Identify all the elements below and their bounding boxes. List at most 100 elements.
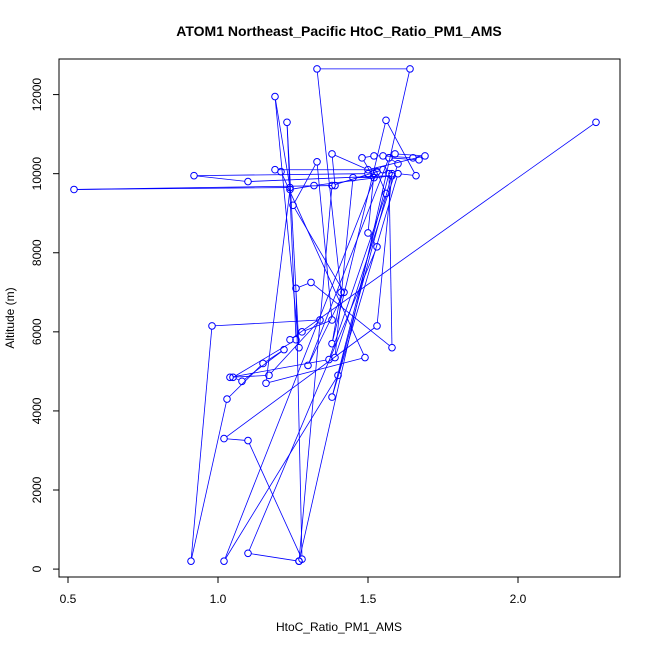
series-segment bbox=[233, 375, 266, 378]
data-point bbox=[292, 335, 300, 344]
data-point bbox=[259, 359, 267, 368]
series-segment bbox=[299, 72, 410, 559]
y-tick-label: 0 bbox=[30, 565, 44, 572]
y-tick-label: 6000 bbox=[30, 318, 44, 345]
data-point bbox=[328, 339, 336, 348]
y-tick-label: 8000 bbox=[30, 239, 44, 266]
x-tick-label: 0.5 bbox=[60, 592, 77, 606]
chart-title: ATOM1 Northeast_Pacific HtoC_Ratio_PM1_A… bbox=[176, 23, 501, 39]
y-axis-label: Altitude (m) bbox=[3, 287, 17, 348]
data-point bbox=[304, 361, 312, 370]
data-point bbox=[385, 154, 393, 162]
series-segment bbox=[235, 378, 240, 381]
data-point bbox=[286, 183, 294, 192]
series-segment bbox=[316, 165, 333, 317]
series-segment bbox=[398, 153, 422, 157]
data-point bbox=[361, 353, 369, 362]
series-segment bbox=[197, 175, 245, 182]
series-segment bbox=[248, 249, 377, 551]
data-point bbox=[421, 152, 429, 160]
series-segment bbox=[332, 295, 341, 341]
y-tick-label: 10000 bbox=[30, 157, 44, 191]
series-segment bbox=[334, 154, 366, 169]
x-tick-label: 1.5 bbox=[360, 592, 377, 606]
data-point bbox=[220, 434, 228, 443]
data-point bbox=[262, 379, 270, 388]
data-point bbox=[364, 169, 372, 178]
series-segment bbox=[308, 160, 389, 363]
series-segment bbox=[275, 99, 290, 185]
y-tick-label: 4000 bbox=[30, 397, 44, 424]
data-point bbox=[349, 173, 357, 182]
data-point bbox=[313, 65, 321, 73]
series-segment bbox=[293, 185, 311, 190]
data-point bbox=[286, 335, 294, 344]
series-segment bbox=[225, 377, 337, 559]
data-point bbox=[358, 154, 366, 162]
data-point bbox=[364, 165, 372, 174]
data-point bbox=[295, 343, 303, 352]
series-segment bbox=[367, 176, 375, 230]
data-point bbox=[328, 393, 336, 401]
x-axis-label: HtoC_Ratio_PM1_AMS bbox=[276, 620, 402, 634]
data-point bbox=[292, 284, 300, 293]
x-tick-label: 2.0 bbox=[510, 592, 527, 606]
series-segment bbox=[298, 283, 309, 288]
series-segment bbox=[249, 443, 301, 557]
data-point bbox=[364, 229, 372, 237]
data-point bbox=[226, 373, 234, 382]
data-point bbox=[190, 171, 198, 180]
data-point bbox=[331, 181, 339, 190]
series-layer bbox=[70, 65, 600, 565]
data-point bbox=[244, 549, 252, 558]
series-segment bbox=[329, 196, 386, 357]
data-point bbox=[271, 92, 279, 101]
data-point bbox=[382, 116, 390, 125]
series-segment bbox=[235, 341, 294, 376]
data-point bbox=[295, 557, 303, 565]
series-segment bbox=[295, 291, 303, 556]
data-point bbox=[223, 395, 231, 403]
data-point bbox=[238, 377, 246, 386]
data-point bbox=[415, 156, 423, 164]
data-point bbox=[340, 288, 348, 297]
series-segment bbox=[191, 402, 227, 559]
series-segment bbox=[387, 123, 415, 173]
series-segment bbox=[391, 159, 396, 163]
data-point bbox=[373, 322, 381, 330]
series-segment bbox=[365, 156, 371, 158]
data-point bbox=[370, 152, 378, 160]
data-point bbox=[388, 343, 396, 352]
series-segment bbox=[269, 357, 362, 383]
data-point bbox=[334, 371, 342, 380]
series-segment bbox=[332, 176, 398, 395]
data-point bbox=[412, 171, 420, 180]
series-segment bbox=[309, 295, 343, 363]
series-segment bbox=[332, 123, 386, 341]
data-point bbox=[592, 118, 600, 127]
y-tick-label: 12000 bbox=[30, 78, 44, 112]
series-segment bbox=[401, 173, 413, 176]
data-point bbox=[286, 185, 294, 194]
data-point bbox=[310, 181, 318, 190]
series-segment bbox=[286, 125, 300, 345]
data-point bbox=[370, 173, 378, 182]
data-point bbox=[313, 158, 321, 166]
series-segment bbox=[294, 164, 316, 203]
x-axis: 0.5 1.0 1.5 2.0 bbox=[60, 577, 527, 606]
series-segment bbox=[270, 322, 319, 374]
series-segment bbox=[292, 123, 594, 339]
series-segment bbox=[369, 235, 376, 245]
series-segment bbox=[294, 207, 343, 290]
series-segment bbox=[304, 320, 330, 331]
series-segment bbox=[316, 72, 342, 290]
data-point bbox=[373, 243, 381, 251]
data-point bbox=[325, 355, 333, 364]
data-point bbox=[391, 150, 399, 158]
data-point bbox=[379, 165, 387, 174]
data-point bbox=[187, 557, 195, 565]
data-point bbox=[283, 118, 291, 127]
series-segment bbox=[266, 192, 290, 381]
series-segment bbox=[313, 284, 390, 346]
